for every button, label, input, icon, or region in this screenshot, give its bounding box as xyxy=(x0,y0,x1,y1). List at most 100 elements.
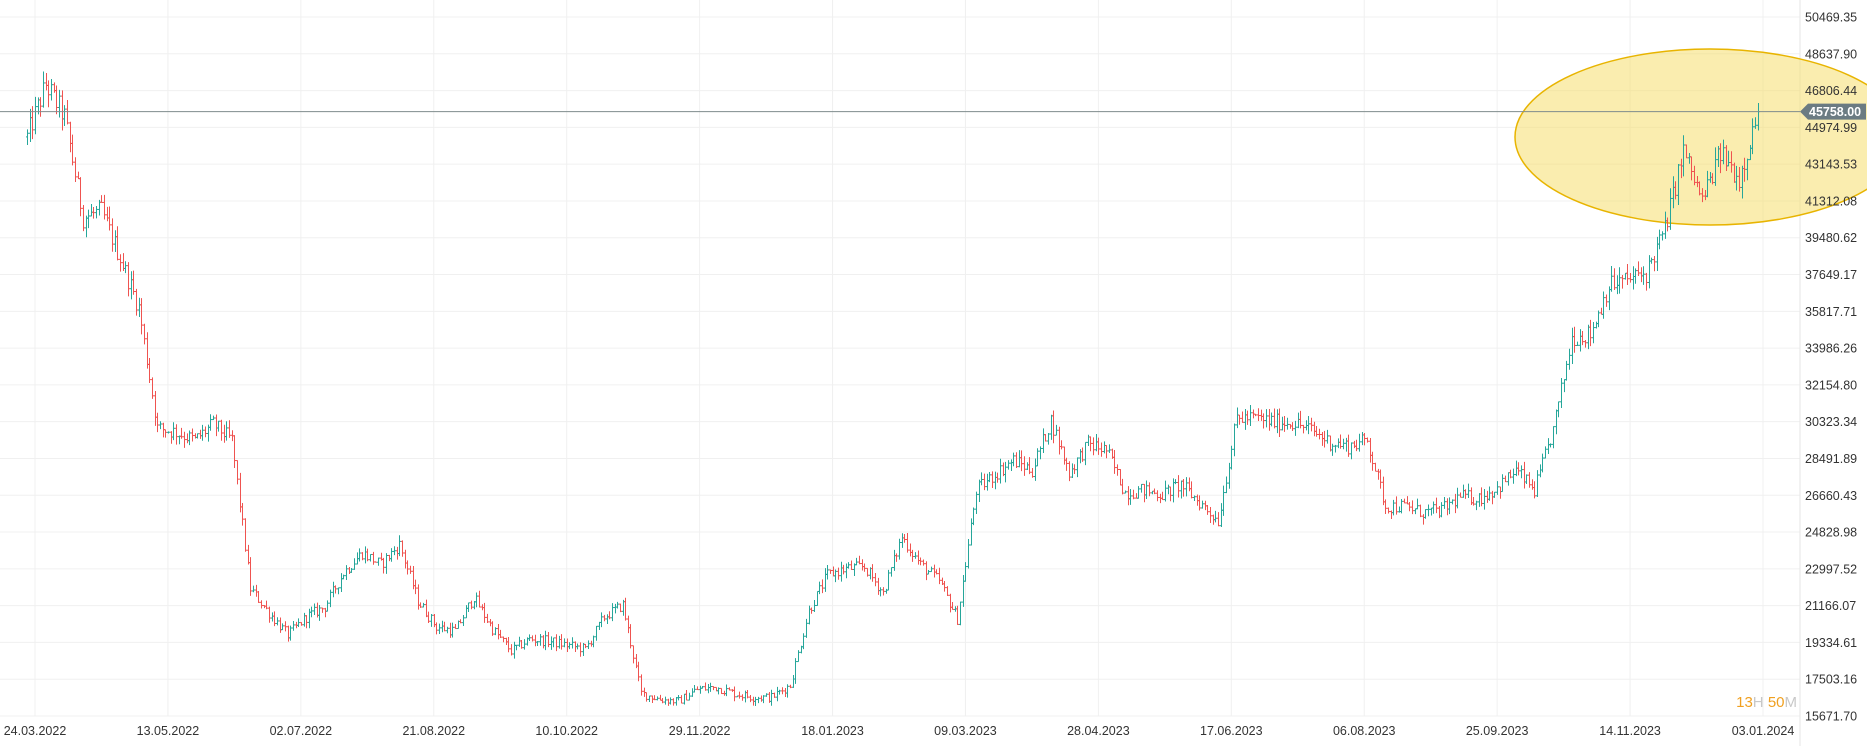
ohlc-bar[interactable] xyxy=(518,636,521,647)
ohlc-bar[interactable] xyxy=(1073,464,1076,475)
ohlc-bar[interactable] xyxy=(1177,475,1180,498)
ohlc-bar[interactable] xyxy=(374,561,377,563)
ohlc-bar[interactable] xyxy=(449,622,452,638)
ohlc-bar[interactable] xyxy=(29,108,32,142)
ohlc-bar[interactable] xyxy=(401,540,404,557)
ohlc-bar[interactable] xyxy=(1531,479,1534,490)
ohlc-bar[interactable] xyxy=(733,686,736,702)
ohlc-bar[interactable] xyxy=(1148,482,1151,497)
ohlc-bar[interactable] xyxy=(598,621,601,631)
ohlc-bar[interactable] xyxy=(156,412,159,433)
ohlc-bar[interactable] xyxy=(459,619,462,624)
ohlc-bar[interactable] xyxy=(906,533,909,553)
ohlc-bar[interactable] xyxy=(326,600,329,612)
ohlc-bar[interactable] xyxy=(276,617,279,626)
ohlc-bar[interactable] xyxy=(1262,413,1265,429)
ohlc-bar[interactable] xyxy=(1278,408,1281,437)
ohlc-bar[interactable] xyxy=(1105,445,1108,459)
ohlc-bar[interactable] xyxy=(1387,507,1390,514)
ohlc-bar[interactable] xyxy=(247,544,250,565)
ohlc-bar[interactable] xyxy=(778,689,781,695)
ohlc-bar[interactable] xyxy=(1209,507,1212,523)
ohlc-bar[interactable] xyxy=(1026,462,1029,471)
ohlc-bar[interactable] xyxy=(994,471,997,490)
ohlc-bar[interactable] xyxy=(1472,497,1475,506)
ohlc-bar[interactable] xyxy=(1065,457,1068,471)
ohlc-bar[interactable] xyxy=(1576,341,1579,346)
ohlc-bar[interactable] xyxy=(863,563,866,572)
ohlc-bar[interactable] xyxy=(1241,411,1244,423)
ohlc-bar[interactable] xyxy=(1685,144,1688,159)
ohlc-bar[interactable] xyxy=(547,632,550,648)
ohlc-bar[interactable] xyxy=(1363,433,1366,446)
ohlc-bar[interactable] xyxy=(106,206,109,222)
ohlc-bar[interactable] xyxy=(967,539,970,569)
ohlc-bar[interactable] xyxy=(1427,504,1430,517)
ohlc-bar[interactable] xyxy=(1310,417,1313,432)
ohlc-bar[interactable] xyxy=(1081,447,1084,462)
ohlc-bar[interactable] xyxy=(909,543,912,557)
ohlc-bar[interactable] xyxy=(632,645,635,664)
ohlc-bar[interactable] xyxy=(1225,476,1228,494)
ohlc-bar[interactable] xyxy=(664,696,667,705)
ohlc-bar[interactable] xyxy=(640,674,643,696)
ohlc-bar[interactable] xyxy=(1754,117,1757,129)
ohlc-bar[interactable] xyxy=(26,129,29,146)
ohlc-bar[interactable] xyxy=(388,554,391,562)
ohlc-bar[interactable] xyxy=(1693,165,1696,186)
ohlc-bar[interactable] xyxy=(34,96,37,135)
ohlc-bar[interactable] xyxy=(345,565,348,581)
ohlc-bar[interactable] xyxy=(406,560,409,575)
ohlc-bar[interactable] xyxy=(1669,188,1672,230)
ohlc-bar[interactable] xyxy=(802,633,805,650)
ohlc-bar[interactable] xyxy=(1185,477,1188,497)
ohlc-bar[interactable] xyxy=(619,603,622,613)
ohlc-bar[interactable] xyxy=(1645,272,1648,291)
ohlc-bar[interactable] xyxy=(1379,469,1382,489)
ohlc-bar[interactable] xyxy=(683,693,686,705)
ohlc-bar[interactable] xyxy=(1169,486,1172,502)
ohlc-bar[interactable] xyxy=(1201,500,1204,509)
ohlc-bar[interactable] xyxy=(1273,408,1276,429)
ohlc-bar[interactable] xyxy=(1044,434,1047,442)
ohlc-bar[interactable] xyxy=(1512,468,1515,484)
ohlc-bar[interactable] xyxy=(1339,434,1342,449)
ohlc-bar[interactable] xyxy=(1701,188,1704,203)
ohlc-bar[interactable] xyxy=(1265,409,1268,428)
ohlc-bar[interactable] xyxy=(289,625,292,641)
ohlc-bar[interactable] xyxy=(1244,409,1247,430)
ohlc-bar[interactable] xyxy=(1353,440,1356,449)
ohlc-bar[interactable] xyxy=(1738,166,1741,192)
ohlc-bar[interactable] xyxy=(1268,409,1271,431)
ohlc-bar[interactable] xyxy=(217,420,220,432)
ohlc-bar[interactable] xyxy=(1440,502,1443,518)
ohlc-bar[interactable] xyxy=(885,588,888,594)
ohlc-bar[interactable] xyxy=(1467,483,1470,498)
ohlc-bar[interactable] xyxy=(1557,401,1560,418)
ohlc-bar[interactable] xyxy=(1228,462,1231,489)
ohlc-bar[interactable] xyxy=(348,566,351,574)
ohlc-bar[interactable] xyxy=(972,507,975,526)
ohlc-bar[interactable] xyxy=(675,696,678,706)
ohlc-bar[interactable] xyxy=(1395,496,1398,515)
ohlc-bar[interactable] xyxy=(1642,266,1645,285)
ohlc-bar[interactable] xyxy=(1637,261,1640,276)
ohlc-bar[interactable] xyxy=(1632,266,1635,290)
ohlc-bar[interactable] xyxy=(600,612,603,628)
ohlc-bar[interactable] xyxy=(1164,480,1167,502)
ohlc-bar[interactable] xyxy=(61,90,64,131)
ohlc-bar[interactable] xyxy=(1092,437,1095,456)
ohlc-bar[interactable] xyxy=(680,695,683,704)
ohlc-bar[interactable] xyxy=(1491,490,1494,505)
ohlc-bar[interactable] xyxy=(1677,163,1680,205)
ohlc-bar[interactable] xyxy=(385,553,388,574)
ohlc-bar[interactable] xyxy=(475,592,478,608)
ohlc-bar[interactable] xyxy=(845,563,848,579)
ohlc-bar[interactable] xyxy=(760,695,763,702)
ohlc-bar[interactable] xyxy=(1323,430,1326,448)
ohlc-bar[interactable] xyxy=(31,106,34,140)
ohlc-bar[interactable] xyxy=(770,689,773,706)
ohlc-bar[interactable] xyxy=(1297,412,1300,429)
ohlc-bar[interactable] xyxy=(1573,326,1576,353)
ohlc-bar[interactable] xyxy=(1571,327,1574,364)
